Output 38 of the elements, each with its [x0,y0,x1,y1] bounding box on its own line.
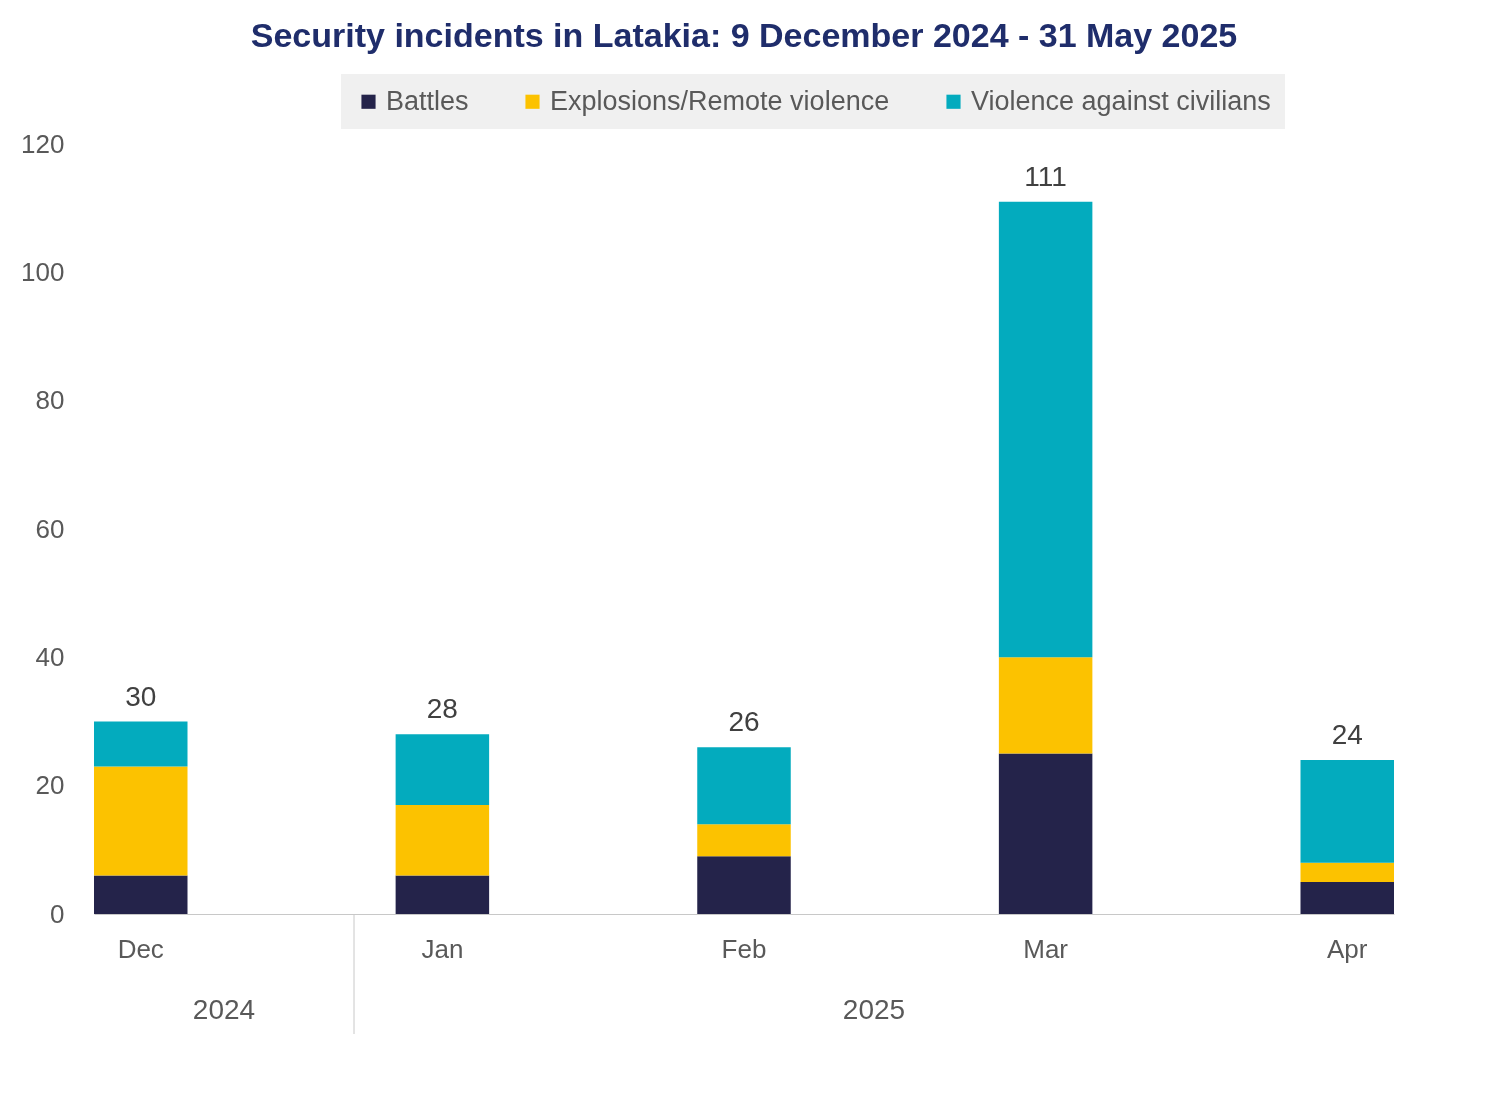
x-tick-label: Feb [721,933,767,964]
bar [1300,862,1394,882]
y-tick-label: 40 [35,641,65,672]
total-label: 30 [125,680,157,712]
y-tick-label: 60 [35,513,65,544]
bar [395,875,490,914]
total-label: 28 [426,693,458,725]
text: 2024 [192,994,256,1025]
legend-label: Explosions/Remote violence [550,85,890,116]
bar [94,721,188,767]
chart-title: Security incidents in Latakia: 9 December 2024 - 31 May 2025 [250,16,1238,54]
text: 2025 [842,994,906,1025]
total-label: 26 [728,706,760,738]
y-tick-label: 20 [35,770,65,801]
bar [1300,760,1394,863]
bar [697,824,791,857]
bar [998,753,1093,914]
x-tick-label: Dec [117,933,164,964]
total-label: 111 [1024,160,1067,192]
bar [697,856,791,914]
x-tick-label: Apr [1327,933,1368,964]
bar [94,766,188,876]
bar [395,804,490,876]
x-tick-label: Mar [1023,933,1069,964]
bar [998,201,1093,658]
bar [94,875,188,914]
bar [1300,881,1394,914]
legend-label: Violence against civilians [971,85,1271,116]
x-tick-label: Jan [421,933,464,964]
total-label: 24 [1331,719,1363,750]
y-tick-label: 100 [21,256,65,287]
y-tick-label: 0 [50,898,65,929]
bar [697,747,791,825]
y-tick-label: 80 [35,385,65,416]
bar [998,657,1093,754]
y-tick-label: 120 [21,128,65,159]
bar [395,734,490,805]
legend-label: Battles [386,85,469,116]
